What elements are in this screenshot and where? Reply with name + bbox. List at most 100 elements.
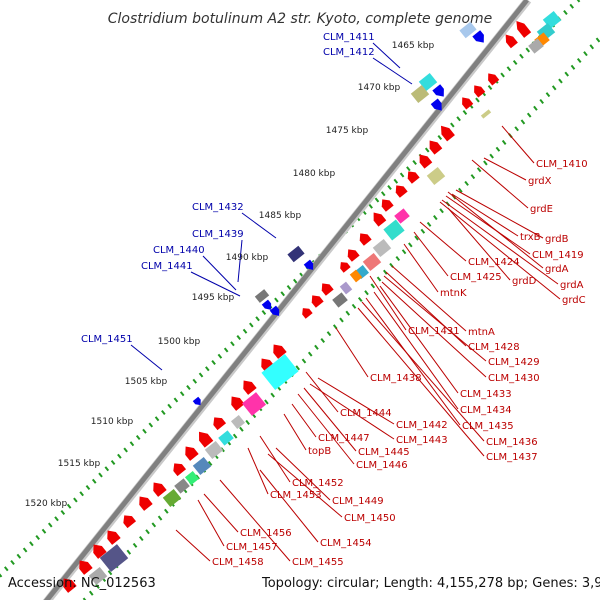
- red-leader-line: [275, 447, 331, 501]
- forward-gene-arrow: [153, 482, 167, 497]
- inner-tick: [576, 57, 582, 64]
- outer-tick: [79, 491, 84, 497]
- kbp-label: 1515 kbp: [58, 459, 101, 469]
- kbp-label: 1520 kbp: [25, 499, 68, 509]
- red-leader-line: [447, 191, 544, 269]
- outer-tick: [54, 516, 59, 522]
- red-leader-line: [391, 265, 467, 332]
- outer-tick: [192, 378, 198, 384]
- forward-gene-arrow: [261, 358, 275, 373]
- leader-lines-layer: [130, 42, 561, 562]
- gene-label-forward: CLM_1436: [486, 437, 538, 448]
- gene-label-forward: CLM_1457: [226, 542, 278, 553]
- outer-tick: [117, 453, 122, 459]
- gene-label-forward: CLM_1410: [536, 159, 588, 170]
- outer-tick: [506, 66, 512, 72]
- forward-gene-arrow: [93, 544, 107, 559]
- red-leader-line: [381, 281, 487, 378]
- outer-tick: [10, 559, 15, 566]
- gene-label-forward: CLM_1449: [332, 496, 384, 507]
- red-leader-line: [197, 499, 225, 547]
- kbp-label: 1490 kbp: [226, 253, 269, 263]
- inner-tick: [526, 112, 532, 118]
- outer-tick: [73, 497, 78, 503]
- kbp-label: 1465 kbp: [392, 41, 435, 51]
- red-leader-line: [303, 387, 357, 452]
- outer-tick: [198, 372, 204, 378]
- outer-tick: [242, 328, 248, 334]
- outer-tick: [393, 178, 399, 184]
- outer-tick: [292, 278, 298, 284]
- outer-tick: [41, 528, 47, 534]
- inner-tick: [357, 296, 363, 303]
- red-leader-line: [445, 195, 531, 255]
- forward-gene-arrow: [63, 578, 77, 593]
- outer-tick: [525, 47, 531, 53]
- inner-tick: [82, 597, 87, 600]
- gene-label-forward: CLM_1425: [450, 272, 502, 283]
- blue-leader-line: [372, 42, 401, 69]
- red-leader-line: [259, 435, 291, 483]
- red-leader-line: [373, 291, 459, 410]
- inner-tick: [295, 365, 300, 371]
- forward-gene-arrow: [198, 431, 214, 448]
- outer-tick: [60, 509, 66, 516]
- outer-tick: [142, 428, 147, 434]
- inner-tick: [501, 139, 507, 145]
- feature-box: [230, 414, 246, 430]
- inner-tick: [139, 536, 144, 542]
- inner-tick: [464, 180, 469, 186]
- inner-tick: [270, 392, 275, 398]
- inner-tick: [520, 119, 526, 125]
- outer-tick: [104, 466, 110, 472]
- inner-tick: [157, 515, 163, 521]
- outer-tick: [148, 422, 154, 428]
- labels-layer: 1465 kbp 1470 kbp 1475 kbp 1480 kbp 1485 kbp…: [25, 32, 588, 568]
- inner-tick: [533, 105, 538, 111]
- outer-tick: [217, 353, 223, 359]
- gene-label-forward: CLM_1430: [488, 373, 540, 384]
- inner-tick: [232, 433, 238, 439]
- outer-tick: [179, 391, 185, 397]
- gene-label-forward: grdD: [512, 276, 537, 287]
- red-leader-line: [219, 479, 291, 562]
- outer-tick: [519, 53, 524, 59]
- forward-gene-arrow: [359, 233, 372, 246]
- forward-gene-arrow: [273, 344, 287, 359]
- forward-gene-arrow: [185, 446, 199, 461]
- outer-tick: [223, 347, 229, 353]
- inner-tick: [95, 583, 100, 589]
- feature-box: [184, 470, 200, 486]
- gene-label-forward: CLM_1453: [270, 490, 322, 501]
- accession-text: Accession: NC_012563: [8, 576, 156, 591]
- inner-tick: [326, 331, 332, 337]
- forward-gene-arrow: [505, 34, 518, 49]
- backbone-layer: [42, 0, 532, 600]
- gene-label-forward: CLM_1429: [488, 357, 540, 368]
- inner-tick: [570, 64, 576, 70]
- gene-label-forward: mtnK: [440, 288, 467, 299]
- outer-tick: [512, 59, 518, 66]
- inner-tick: [558, 78, 563, 84]
- inner-tick: [489, 153, 494, 159]
- inner-tick: [207, 460, 213, 466]
- outer-tick: [569, 3, 575, 9]
- red-leader-line: [471, 159, 529, 209]
- gene-label-forward: CLM_1433: [460, 389, 512, 400]
- inner-tick: [88, 590, 94, 596]
- outer-tick: [236, 334, 242, 341]
- genes-layer: [63, 10, 562, 593]
- forward-gene-arrow: [340, 262, 351, 273]
- gene-label-forward: CLM_1435: [462, 421, 514, 432]
- red-leader-line: [317, 377, 395, 425]
- outer-tick: [399, 172, 405, 178]
- gene-label-forward: CLM_1447: [318, 433, 370, 444]
- blue-leader-line: [190, 271, 241, 297]
- feature-box: [372, 238, 392, 258]
- genome-backbone: [43, 0, 529, 600]
- outer-tick: [450, 122, 455, 128]
- inner-tick: [414, 235, 419, 241]
- red-leader-line: [357, 307, 485, 457]
- outer-tick: [255, 316, 260, 322]
